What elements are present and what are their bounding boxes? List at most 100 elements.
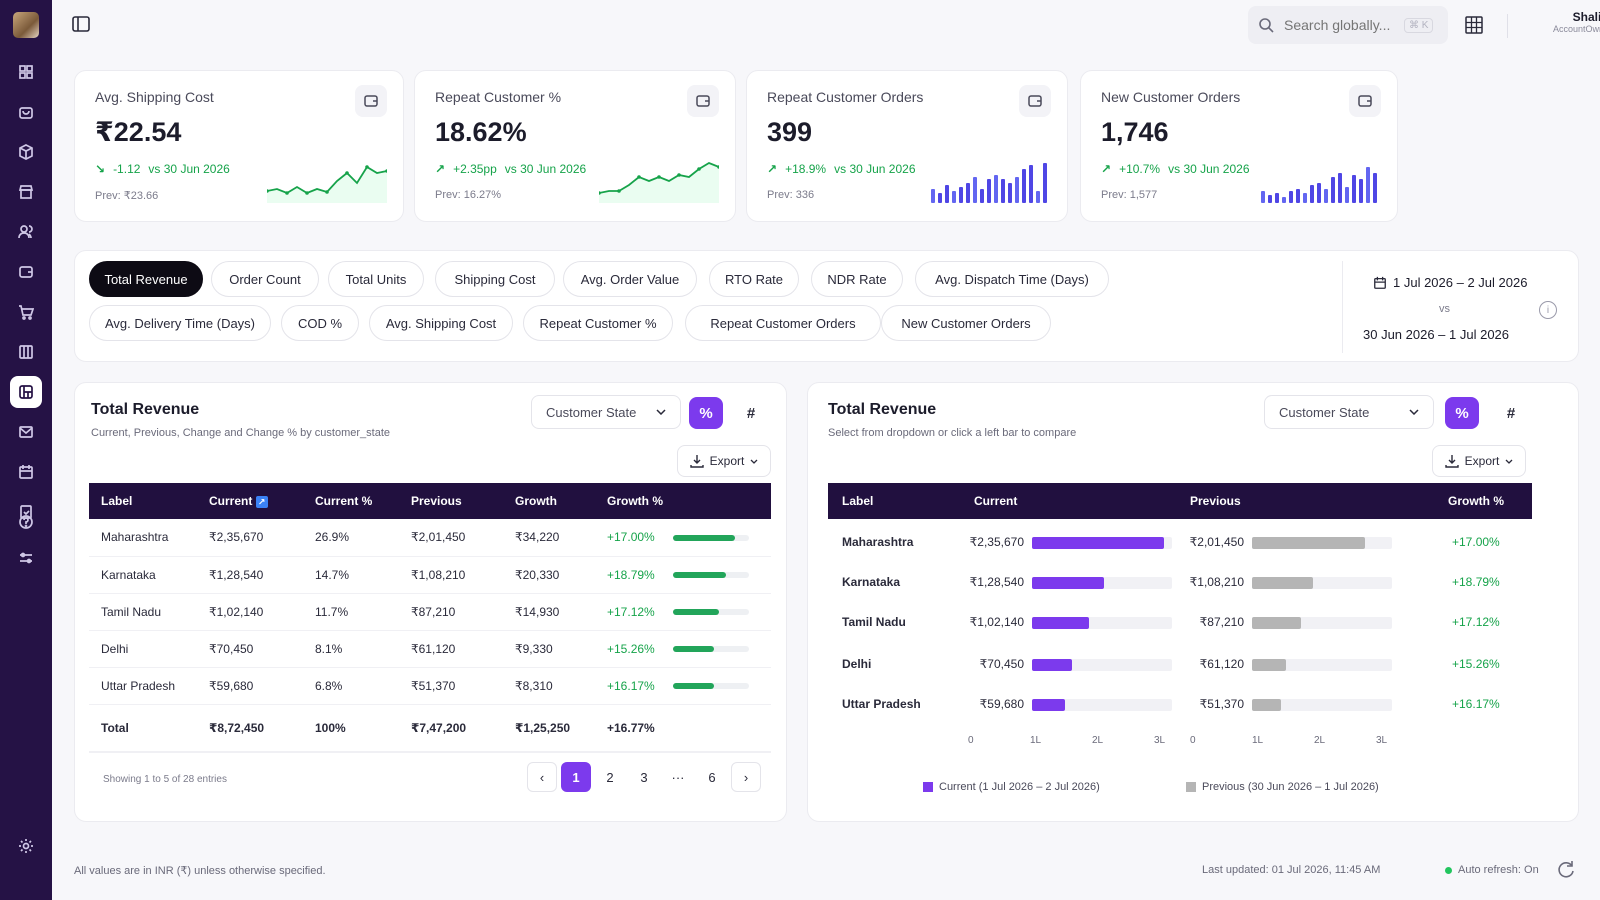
page-button[interactable]: 3 (640, 769, 648, 785)
kpi-wallet-icon[interactable] (355, 85, 387, 117)
apps-grid-icon[interactable] (1464, 15, 1484, 35)
kpi-wallet-icon[interactable] (1019, 85, 1051, 117)
legend-current[interactable]: Current (1 Jul 2026 – 2 Jul 2026) (923, 781, 1100, 793)
compare-row[interactable]: Maharashtra ₹2,35,670 ₹2,01,450 +17.00% (828, 523, 1532, 563)
table-row[interactable]: Maharashtra ₹2,35,670 26.9% ₹2,01,450 ₹34,22… (89, 519, 771, 557)
export-button[interactable]: Export (677, 445, 771, 477)
table-row[interactable]: Uttar Pradesh ₹59,680 6.8% ₹51,370 ₹8,310 +16… (89, 667, 771, 705)
sidebar-item-help[interactable] (10, 506, 42, 538)
sidebar-item-calendar[interactable] (10, 456, 42, 488)
sidebar-item-mail[interactable] (10, 416, 42, 448)
kpi-wallet-icon[interactable] (1349, 85, 1381, 117)
compare-row[interactable]: Karnataka ₹1,28,540 ₹1,08,210 +18.79% (828, 563, 1532, 603)
cell-growth-pct: +18.79% (595, 556, 771, 594)
count-toggle[interactable]: # (734, 397, 768, 429)
kpi-wallet-icon[interactable] (687, 85, 719, 117)
auto-refresh-status[interactable]: Auto refresh: On (1445, 864, 1539, 876)
kpi-card[interactable]: Avg. Shipping Cost ₹22.54 ↘ -1.12 vs 30 Jun … (74, 70, 404, 222)
brand-logo[interactable] (13, 12, 39, 38)
sidebar-toggle-icon[interactable] (72, 16, 90, 32)
sidebar-item-wallet[interactable] (10, 256, 42, 288)
sliders-icon (20, 552, 32, 564)
col-current-pct[interactable]: Current % (315, 494, 373, 508)
metric-tab[interactable]: Total Units (328, 261, 424, 297)
col-previous[interactable]: Previous (411, 494, 462, 508)
date-range-box[interactable]: 1 Jul 2026 – 2 Jul 2026 vs 30 Jun 2026 –… (1342, 261, 1580, 353)
sidebar-item-settings[interactable] (10, 830, 42, 862)
dimension-dropdown[interactable]: Customer State (531, 395, 681, 429)
search-input[interactable] (1284, 17, 1394, 33)
compare-row[interactable]: Uttar Pradesh ₹59,680 ₹51,370 +16.17% (828, 685, 1532, 725)
sidebar-item-customers[interactable] (10, 216, 42, 248)
col-current[interactable]: Current ↗ (197, 483, 303, 519)
growth-bar-fill (673, 646, 715, 653)
percent-toggle[interactable]: % (689, 397, 723, 429)
metric-tab[interactable]: RTO Rate (709, 261, 799, 297)
cell-current-pct: 8.1% (303, 630, 399, 668)
page-button[interactable]: 1 (561, 762, 591, 792)
compare-row[interactable]: Delhi ₹70,450 ₹61,120 +15.26% (828, 645, 1532, 685)
previous-bar[interactable] (1252, 537, 1365, 549)
count-toggle[interactable]: # (1494, 397, 1528, 429)
sidebar-item-filters[interactable] (10, 542, 42, 574)
kpi-card[interactable]: New Customer Orders 1,746 ↗ +10.7% vs 30 Jun… (1080, 70, 1398, 222)
sidebar-item-analytics[interactable] (10, 376, 42, 408)
col-growth-pct[interactable]: Growth % (607, 494, 663, 508)
kpi-card[interactable]: Repeat Customer Orders 399 ↗ +18.9% vs 30 Ju… (746, 70, 1068, 222)
metric-tab[interactable]: Repeat Customer Orders (685, 305, 881, 341)
spark-bar (931, 189, 935, 203)
current-bar[interactable] (1032, 537, 1164, 549)
sidebar-item-store[interactable] (10, 176, 42, 208)
global-search[interactable]: ⌘ K (1248, 6, 1448, 44)
percent-toggle[interactable]: % (1445, 397, 1479, 429)
previous-bar[interactable] (1252, 699, 1281, 711)
sidebar-item-orders[interactable] (10, 96, 42, 128)
dimension-dropdown[interactable]: Customer State (1264, 395, 1434, 429)
sidebar-item-library[interactable] (10, 336, 42, 368)
sidebar-item-cart[interactable] (10, 296, 42, 328)
previous-bar[interactable] (1252, 659, 1287, 671)
metric-tab[interactable]: Total Revenue (89, 261, 203, 297)
col-growth[interactable]: Growth (515, 494, 557, 508)
cell-current: ₹59,680 (197, 667, 303, 705)
export-button[interactable]: Export (1432, 445, 1526, 477)
previous-bar[interactable] (1252, 617, 1301, 629)
prev-page-button[interactable]: ‹ (527, 762, 557, 792)
user-info[interactable]: Shalini AccountOwner (1522, 10, 1600, 34)
col-label[interactable]: Label (101, 494, 133, 508)
metric-tab[interactable]: Avg. Shipping Cost (369, 305, 513, 341)
page-button[interactable]: 6 (708, 769, 716, 785)
growth-bar-fill (673, 535, 736, 542)
current-bar[interactable] (1032, 617, 1090, 629)
table-row[interactable]: Delhi ₹70,450 8.1% ₹61,120 ₹9,330 +15.26% (89, 630, 771, 668)
table-row[interactable]: Tamil Nadu ₹1,02,140 11.7% ₹87,210 ₹14,930 +1… (89, 593, 771, 631)
current-bar[interactable] (1032, 659, 1072, 671)
page-button[interactable]: 2 (606, 769, 614, 785)
current-bar[interactable] (1032, 699, 1066, 711)
metric-tab[interactable]: Order Count (211, 261, 319, 297)
table-row[interactable]: Karnataka ₹1,28,540 14.7% ₹1,08,210 ₹20,330 +… (89, 556, 771, 594)
kpi-card[interactable]: Repeat Customer % 18.62% ↗ +2.35pp vs 30 Jun… (414, 70, 736, 222)
refresh-icon[interactable] (1555, 858, 1577, 880)
metric-tab[interactable]: Repeat Customer % (523, 305, 673, 341)
wallet-icon (1028, 95, 1042, 107)
metric-tab[interactable]: COD % (281, 305, 359, 341)
cell-current-pct: 6.8% (303, 667, 399, 705)
current-bar[interactable] (1032, 577, 1104, 589)
metric-tab[interactable]: Shipping Cost (435, 261, 555, 297)
info-icon[interactable]: i (1539, 301, 1557, 319)
metric-tab[interactable]: Avg. Dispatch Time (Days) (915, 261, 1109, 297)
sidebar-item-dashboard[interactable] (10, 56, 42, 88)
legend-previous[interactable]: Previous (30 Jun 2026 – 1 Jul 2026) (1186, 781, 1379, 793)
previous-bar[interactable] (1252, 577, 1313, 589)
sidebar-item-products[interactable] (10, 136, 42, 168)
sort-icon[interactable]: ↗ (255, 495, 268, 508)
compare-header-row: Label Current Previous Growth % (828, 483, 1532, 519)
compare-row[interactable]: Tamil Nadu ₹1,02,140 ₹87,210 +17.12% (828, 603, 1532, 643)
next-page-button[interactable]: › (731, 762, 761, 792)
current-value: ₹70,450 (979, 657, 1024, 671)
metric-tab[interactable]: NDR Rate (811, 261, 903, 297)
metric-tab[interactable]: Avg. Delivery Time (Days) (89, 305, 271, 341)
metric-tab[interactable]: Avg. Order Value (563, 261, 697, 297)
metric-tab[interactable]: New Customer Orders (881, 305, 1051, 341)
